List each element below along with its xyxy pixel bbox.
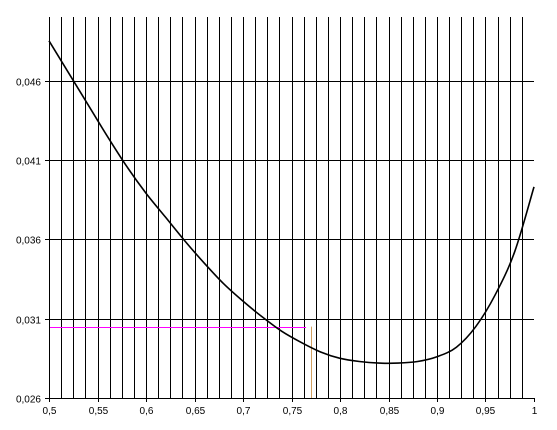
x-tick-label: 0,75 bbox=[283, 406, 303, 417]
y-tick-labels: 0,026 0,031 0,036 0,041 0,046 bbox=[16, 78, 41, 406]
major-gridlines bbox=[49, 81, 534, 320]
x-tick-label: 0,5 bbox=[43, 406, 57, 417]
x-tick-label: 0,95 bbox=[476, 406, 496, 417]
minor-gridlines bbox=[61, 17, 523, 398]
y-tick-label: 0,046 bbox=[16, 78, 41, 89]
y-tick-label: 0,036 bbox=[16, 236, 41, 247]
x-tick-label: 0,9 bbox=[431, 406, 445, 417]
y-tick-label: 0,026 bbox=[16, 395, 41, 406]
x-tick-labels: 0,5 0,55 0,6 0,65 0,7 0,75 0,8 0,85 0,9 0,95 1 bbox=[43, 406, 538, 417]
x-tick-label: 0,6 bbox=[140, 406, 154, 417]
x-tick-label: 0,55 bbox=[89, 406, 109, 417]
x-tick-label: 0,7 bbox=[237, 406, 251, 417]
series-layer bbox=[48, 40, 535, 365]
axes bbox=[45, 17, 535, 402]
guide-lines bbox=[49, 326, 312, 398]
series-line-0 bbox=[48, 40, 535, 365]
x-tick-label: 0,65 bbox=[186, 406, 206, 417]
y-tick-label: 0,031 bbox=[16, 316, 41, 327]
x-tick-label: 1 bbox=[532, 406, 538, 417]
x-tick-label: 0,8 bbox=[334, 406, 348, 417]
x-tick-label: 0,85 bbox=[380, 406, 400, 417]
y-tick-label: 0,041 bbox=[16, 157, 41, 168]
